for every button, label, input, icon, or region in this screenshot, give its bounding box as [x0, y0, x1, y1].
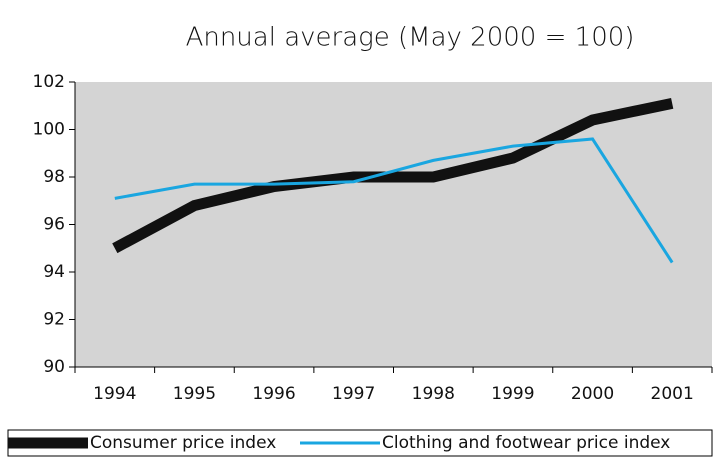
- x-tick-label: 1996: [252, 384, 295, 404]
- legend-label: Clothing and footwear price index: [382, 433, 670, 453]
- y-tick-label: 90: [43, 357, 65, 377]
- y-tick-label: 94: [43, 262, 65, 282]
- y-tick-label: 96: [43, 215, 65, 235]
- x-tick-label: 1995: [173, 384, 216, 404]
- x-tick-label: 1997: [332, 384, 375, 404]
- x-tick-label: 1994: [93, 384, 136, 404]
- x-tick-label: 2000: [571, 384, 614, 404]
- chart-title: Annual average (May 2000 = 100): [186, 23, 635, 53]
- x-tick-label: 1999: [491, 384, 534, 404]
- plot-area: [75, 82, 712, 367]
- y-tick-label: 102: [33, 72, 65, 92]
- y-tick-label: 98: [43, 167, 65, 187]
- x-tick-label: 2001: [651, 384, 694, 404]
- series-line: [112, 97, 674, 254]
- y-tick-label: 92: [43, 310, 65, 330]
- legend-label: Consumer price index: [90, 433, 276, 453]
- series-line: [114, 137, 674, 264]
- y-tick-label: 100: [33, 120, 65, 140]
- x-tick-label: 1998: [412, 384, 455, 404]
